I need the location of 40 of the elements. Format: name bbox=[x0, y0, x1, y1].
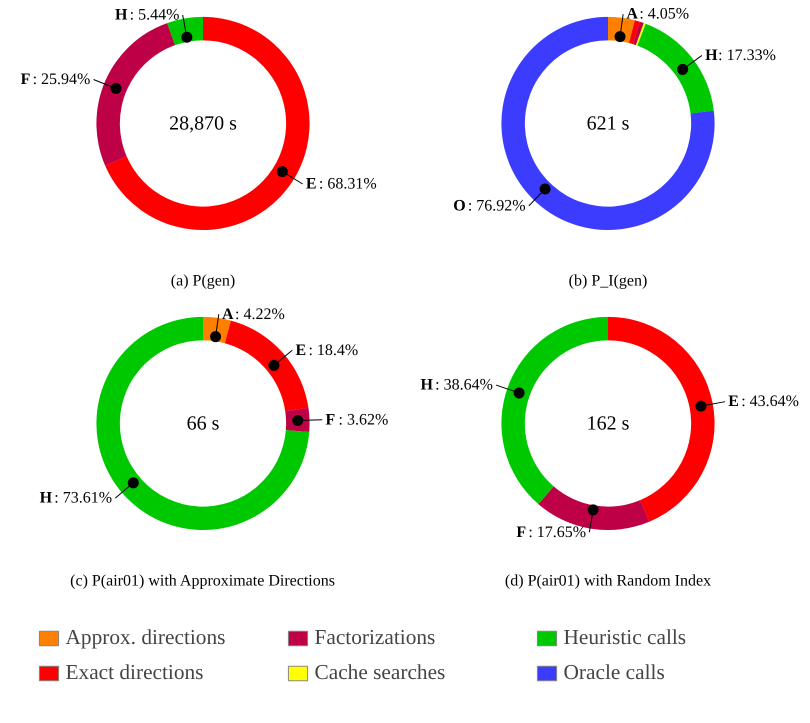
slice-label: E bbox=[295, 342, 306, 359]
data-label: : 38.64% bbox=[435, 376, 493, 394]
data-label: : 18.4% bbox=[308, 342, 358, 359]
category-label: Approx. directions bbox=[66, 625, 226, 650]
text: (c) P(air01) with Approximate Directions bbox=[70, 572, 335, 590]
category-label: Oracle calls bbox=[564, 660, 666, 685]
data-label: : 68.31% bbox=[318, 176, 377, 192]
text: (b) P_I(gen) bbox=[568, 272, 648, 290]
data-label: : 4.22% bbox=[235, 306, 285, 323]
category-label: Cache searches bbox=[314, 660, 446, 685]
text: (a) P(gen) bbox=[170, 272, 236, 290]
text: (d) P(air01) with Random Index bbox=[504, 572, 712, 590]
category-label: Factorizations bbox=[314, 625, 436, 650]
text: 162 s bbox=[586, 412, 630, 434]
category-label: Heuristic calls bbox=[564, 625, 688, 650]
text: 621 s bbox=[586, 112, 630, 134]
data-label: : 5.44% bbox=[130, 6, 180, 24]
slice-label: F bbox=[516, 524, 526, 541]
slice-label: E bbox=[306, 176, 317, 192]
data-label: : 4.05% bbox=[639, 6, 690, 23]
slice-label: H bbox=[114, 6, 128, 24]
data-label: : 76.92% bbox=[468, 197, 526, 214]
slice-label: A bbox=[626, 6, 638, 23]
data-label: : 73.61% bbox=[54, 490, 112, 507]
slice-label: A bbox=[222, 306, 234, 323]
slice-label: H bbox=[420, 376, 434, 394]
data-label: : 25.94% bbox=[32, 70, 90, 88]
slice-label: F bbox=[326, 411, 336, 428]
data-label: : 17.65% bbox=[528, 524, 586, 541]
text: 28,870 s bbox=[169, 112, 238, 134]
slice-label: F bbox=[20, 70, 31, 88]
slice-label: E bbox=[728, 393, 739, 410]
slice-label: H bbox=[40, 490, 53, 507]
category-label: Exact directions bbox=[66, 660, 204, 685]
data-label: : 17.33% bbox=[718, 46, 776, 64]
slice-label: H bbox=[705, 46, 718, 64]
slice-label: O bbox=[453, 197, 466, 214]
data-label: : 43.64% bbox=[741, 393, 799, 410]
data-label: : 3.62% bbox=[338, 411, 388, 428]
text: 66 s bbox=[186, 412, 220, 434]
